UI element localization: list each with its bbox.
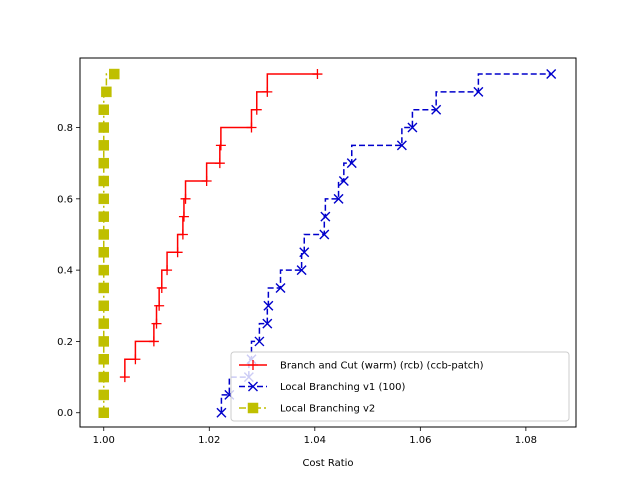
data-point-marker: [319, 229, 330, 240]
data-point-marker: [254, 336, 265, 347]
data-point-marker: [98, 229, 109, 240]
y-tick-label: 0.2: [57, 337, 73, 348]
data-point-marker: [172, 247, 183, 258]
plot-frame: [79, 57, 577, 428]
data-point-marker: [431, 104, 442, 115]
data-point-marker: [396, 140, 407, 151]
y-tick-label: 0.4: [57, 266, 73, 277]
data-point-marker: [262, 318, 273, 329]
legend-marker: [248, 381, 258, 392]
series-3: [98, 68, 120, 418]
data-point-marker: [162, 265, 173, 276]
data-point-marker: [251, 104, 262, 115]
data-point-marker: [180, 193, 191, 204]
data-point-marker: [98, 407, 109, 418]
data-point-marker: [130, 354, 141, 365]
data-point-marker: [98, 389, 109, 401]
data-point-marker: [346, 158, 357, 169]
data-point-marker: [98, 354, 109, 365]
legend-item: Local Branching v1 (100): [239, 381, 405, 393]
x-tick-label: 1.00: [93, 435, 115, 446]
data-point-marker: [546, 69, 557, 80]
data-point-marker: [98, 318, 109, 329]
x-axis-label: Cost Ratio: [302, 458, 353, 469]
data-point-marker: [275, 282, 286, 293]
data-point-marker: [98, 371, 109, 383]
data-point-marker: [263, 300, 274, 311]
data-point-marker: [333, 193, 344, 204]
x-tick-label: 1.04: [304, 435, 326, 446]
legend-label: Local Branching v1 (100): [280, 382, 405, 393]
data-point-marker: [98, 175, 109, 187]
data-point-marker: [473, 86, 484, 97]
y-axis: 0.0 0.2 0.4 0.6 0.8: [57, 123, 80, 419]
data-point-marker: [296, 265, 307, 276]
y-tick-label: 0.0: [57, 408, 73, 419]
data-point-marker: [262, 86, 273, 97]
data-point-marker: [98, 122, 109, 133]
plot-series: [98, 68, 557, 418]
data-point-marker: [407, 122, 418, 133]
data-point-marker: [214, 158, 225, 169]
x-tick-label: 1.08: [515, 435, 537, 446]
data-point-marker: [320, 211, 331, 222]
legend-item: Local Branching v2: [239, 402, 375, 415]
y-tick-label: 0.8: [57, 123, 73, 134]
data-point-marker: [98, 193, 109, 205]
data-point-marker: [148, 336, 159, 347]
data-point-marker: [215, 140, 226, 151]
legend-label: Branch and Cut (warm) (rcb) (ccb-patch): [280, 361, 484, 372]
data-point-marker: [119, 372, 130, 383]
data-point-marker: [98, 104, 109, 115]
data-point-marker: [98, 282, 109, 294]
series-1: [119, 69, 323, 383]
data-point-marker: [98, 140, 109, 151]
legend-label: Local Branching v2: [280, 404, 375, 415]
data-point-marker: [98, 300, 109, 312]
data-point-marker: [299, 247, 310, 258]
data-point-marker: [312, 69, 323, 80]
legend-marker: [247, 402, 259, 414]
series-line: [220, 73, 552, 413]
data-point-marker: [151, 318, 162, 329]
data-point-marker: [177, 229, 188, 240]
y-tick-label: 0.6: [57, 194, 73, 205]
data-point-marker: [98, 336, 109, 347]
data-point-marker: [246, 122, 257, 133]
x-axis: 1.00 1.02 1.04 1.06 1.08: [93, 427, 537, 446]
data-point-marker: [201, 176, 212, 186]
data-point-marker: [98, 264, 109, 276]
x-tick-label: 1.02: [198, 435, 220, 446]
data-point-marker: [109, 68, 120, 80]
data-point-marker: [98, 157, 109, 169]
data-point-marker: [154, 300, 165, 311]
legend-box: [230, 351, 570, 422]
series-line: [102, 73, 115, 413]
data-point-marker: [98, 211, 109, 222]
legend-item: Branch and Cut (warm) (rcb) (ccb-patch): [239, 360, 484, 372]
data-point-marker: [338, 176, 349, 186]
data-point-marker: [98, 247, 109, 258]
data-point-marker: [216, 407, 227, 418]
x-tick-label: 1.06: [409, 435, 431, 446]
legend-marker: [248, 360, 258, 370]
data-point-marker: [156, 282, 167, 293]
data-point-marker: [178, 211, 189, 222]
data-point-marker: [101, 86, 112, 98]
legend: Branch and Cut (warm) (rcb) (ccb-patch) L…: [230, 351, 570, 422]
